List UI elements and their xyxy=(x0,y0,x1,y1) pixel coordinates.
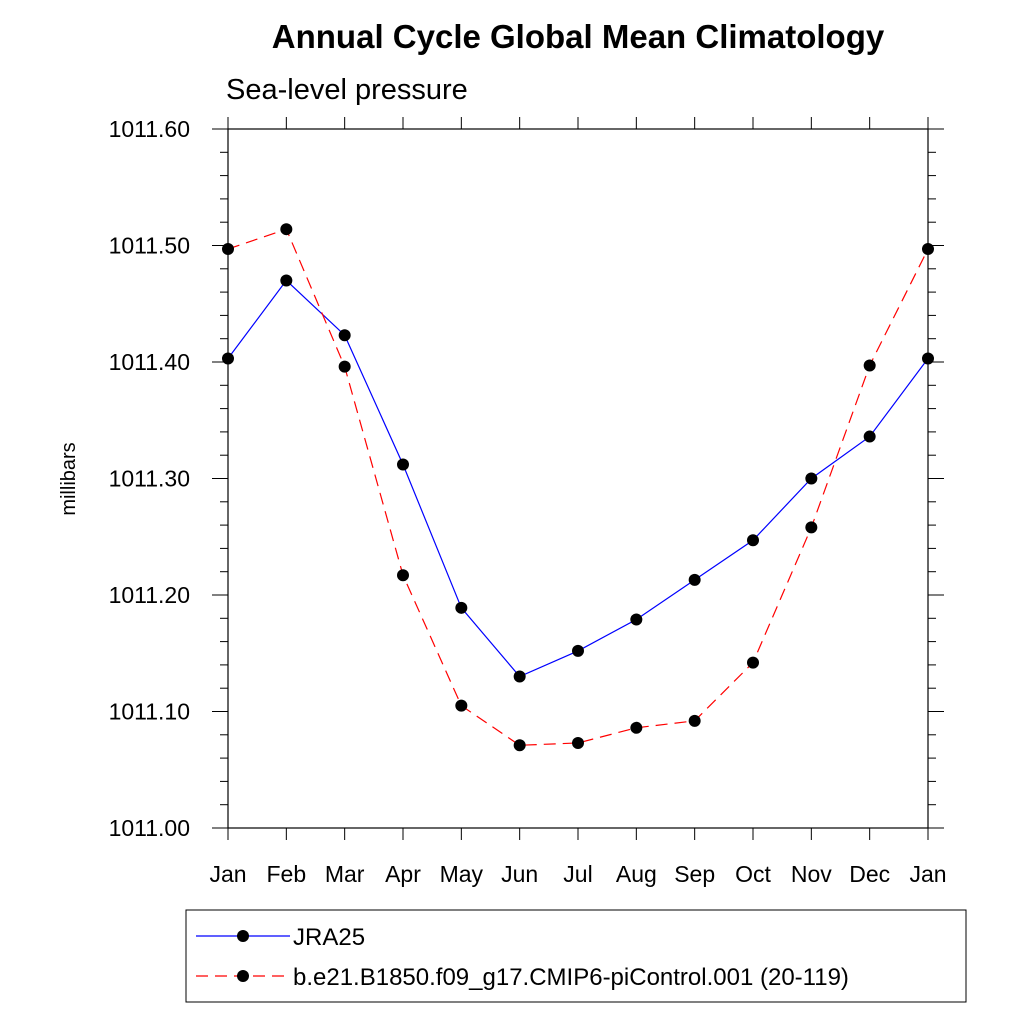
data-point xyxy=(630,721,643,734)
data-point xyxy=(338,329,351,342)
x-tick-label: Jun xyxy=(501,861,538,887)
data-point xyxy=(397,569,409,582)
x-tick-label: Apr xyxy=(385,861,421,887)
data-point xyxy=(863,359,876,372)
x-tick-label: Sep xyxy=(674,861,715,887)
data-point xyxy=(397,458,409,471)
y-tick-label: 1011.60 xyxy=(109,116,190,142)
data-point xyxy=(222,352,234,365)
data-point xyxy=(747,656,759,669)
x-tick-label: Dec xyxy=(849,861,890,887)
data-point xyxy=(280,223,293,236)
legend-label: JRA25 xyxy=(293,924,365,951)
data-point xyxy=(572,644,584,657)
plot-frame xyxy=(227,128,929,829)
x-tick-labels: Jan Feb Mar Apr May Jun Jul Aug Sep Oct Nov Dec Jan xyxy=(209,861,946,887)
data-point xyxy=(513,739,526,752)
legend-marker xyxy=(237,970,249,982)
y-tick-label: 1011.40 xyxy=(109,349,190,375)
x-tick-label: Feb xyxy=(267,861,307,887)
x-tick-label: Jan xyxy=(909,861,946,887)
x-tick-label: Oct xyxy=(735,861,771,887)
data-point xyxy=(922,352,934,365)
y-tick-label: 1011.00 xyxy=(109,815,190,841)
legend-box xyxy=(185,909,967,1003)
data-point xyxy=(280,274,293,287)
data-point xyxy=(455,601,468,614)
data-point xyxy=(630,613,643,626)
data-point xyxy=(513,670,526,683)
y-tick-label: 1011.10 xyxy=(109,699,190,725)
plot-border xyxy=(227,128,929,829)
x-tick-label: Jan xyxy=(209,861,246,887)
y-tick-label: 1011.30 xyxy=(109,466,190,492)
series-1 xyxy=(222,274,934,683)
y-tick-label: 1011.20 xyxy=(109,582,190,608)
data-point xyxy=(338,360,351,373)
chart-title: Annual Cycle Global Mean Climatology xyxy=(272,18,885,55)
data-point xyxy=(922,242,934,255)
y-axis-label: millibars xyxy=(58,442,80,515)
data-point xyxy=(863,430,876,443)
data-point xyxy=(455,699,468,712)
legend-marker xyxy=(237,930,249,942)
legend-item: b.e21.B1850.f09_g17.CMIP6-piControl.001 … xyxy=(196,964,849,991)
data-point xyxy=(572,736,584,749)
chart-subtitle: Sea-level pressure xyxy=(226,74,468,106)
series-layer xyxy=(222,223,934,752)
y-tick-label: 1011.50 xyxy=(109,233,190,259)
data-point xyxy=(805,472,818,485)
data-point xyxy=(688,573,701,586)
data-point xyxy=(222,242,234,255)
data-point xyxy=(688,714,701,727)
legend-label: b.e21.B1850.f09_g17.CMIP6-piControl.001 … xyxy=(293,964,849,991)
data-point xyxy=(747,534,759,547)
axis-ticks xyxy=(212,117,944,840)
x-tick-label: Aug xyxy=(616,861,657,887)
legend: JRA25 b.e21.B1850.f09_g17.CMIP6-piControl… xyxy=(185,909,967,1003)
x-tick-label: Jul xyxy=(563,861,592,887)
series-line xyxy=(227,228,929,746)
x-tick-label: Nov xyxy=(791,861,832,887)
series-2 xyxy=(222,223,934,752)
x-tick-label: May xyxy=(440,861,484,887)
x-tick-label: Mar xyxy=(325,861,365,887)
legend-item: JRA25 xyxy=(196,924,365,951)
data-point xyxy=(805,521,818,534)
y-tick-labels: 1011.00 1011.10 1011.20 1011.30 1011.40 1011.… xyxy=(109,116,190,841)
